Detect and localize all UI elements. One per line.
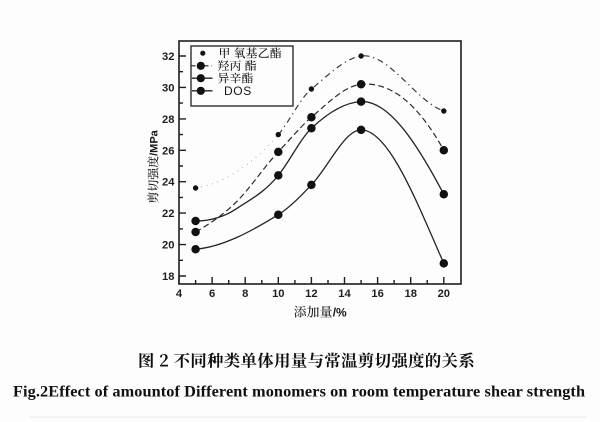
svg-text:/%: /% xyxy=(333,306,347,320)
svg-text:30: 30 xyxy=(162,82,174,94)
svg-text:18: 18 xyxy=(162,271,174,283)
svg-text:32: 32 xyxy=(162,51,174,63)
svg-text:DOS: DOS xyxy=(224,84,252,98)
svg-text:28: 28 xyxy=(162,114,174,126)
svg-text:14: 14 xyxy=(338,288,351,300)
svg-text:26: 26 xyxy=(162,145,174,157)
svg-text:20: 20 xyxy=(438,288,450,300)
svg-text:16: 16 xyxy=(371,288,383,300)
svg-text:6: 6 xyxy=(209,288,215,300)
svg-text:24: 24 xyxy=(162,177,175,189)
svg-text:22: 22 xyxy=(162,208,174,220)
svg-text:4: 4 xyxy=(176,288,183,300)
svg-text:18: 18 xyxy=(404,288,416,300)
svg-text:8: 8 xyxy=(242,288,248,300)
svg-text:20: 20 xyxy=(162,240,174,252)
svg-text:Fig.2Effect of amountof Differ: Fig.2Effect of amountof Different monome… xyxy=(13,381,585,400)
svg-text:/MPa: /MPa xyxy=(149,129,161,156)
svg-text:10: 10 xyxy=(272,288,284,300)
svg-text:12: 12 xyxy=(305,288,317,300)
